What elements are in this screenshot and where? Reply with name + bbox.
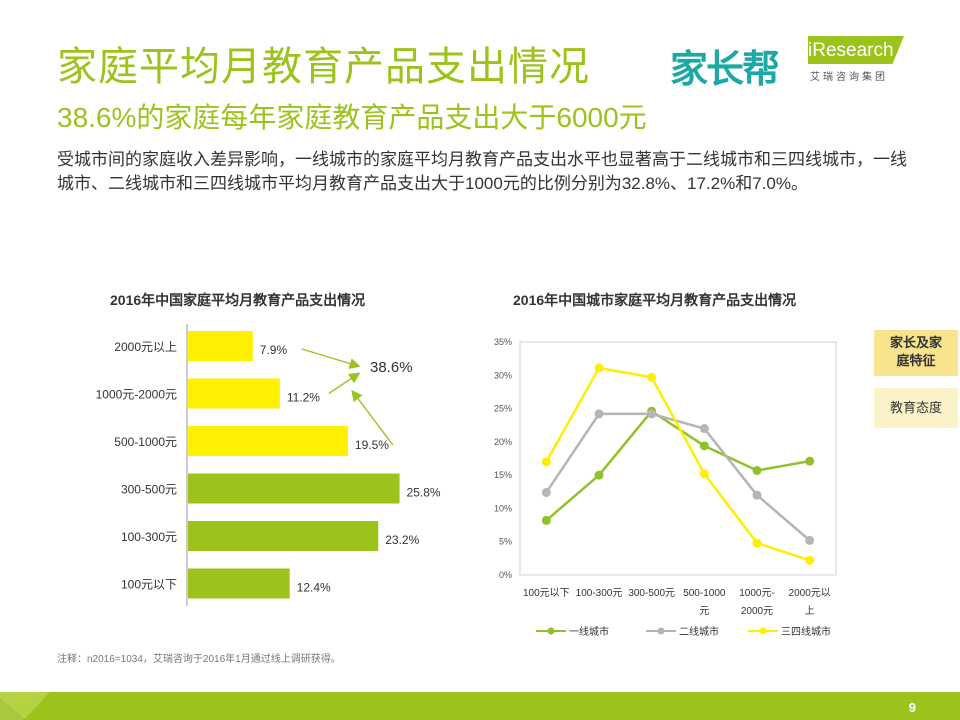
bar-value-label: 11.2% bbox=[287, 391, 320, 405]
legend-label-1: 二线城市 bbox=[679, 625, 719, 638]
iresearch-logo-band bbox=[808, 36, 904, 64]
x-tick-label: 上 bbox=[805, 605, 815, 617]
bar-0 bbox=[188, 331, 253, 361]
line-chart-title: 2016年中国城市家庭平均月教育产品支出情况 bbox=[513, 292, 797, 308]
annotation-arrow-1 bbox=[301, 348, 361, 369]
series-point-0 bbox=[805, 456, 815, 466]
y-tick-label: 0% bbox=[499, 570, 512, 580]
annotation-arrow-2 bbox=[328, 372, 361, 395]
bar-annotation: 38.6% bbox=[370, 359, 413, 376]
y-tick-label: 35% bbox=[494, 337, 512, 347]
side-tab-education-attitude[interactable]: 教育态度 bbox=[874, 388, 958, 428]
series-point-2 bbox=[594, 363, 604, 373]
x-tick-label: 300-500元 bbox=[628, 588, 675, 599]
series-point-2 bbox=[699, 469, 709, 479]
x-tick-label: 2000元 bbox=[741, 606, 773, 617]
series-point-2 bbox=[752, 538, 762, 548]
x-tick-label: 元 bbox=[699, 606, 709, 617]
legend-marker-1 bbox=[657, 627, 665, 635]
x-tick-label: 2000元以 bbox=[789, 588, 831, 599]
y-tick-label: 10% bbox=[494, 503, 512, 513]
side-tab-parent-family-line2: 庭特征 bbox=[896, 353, 936, 368]
series-point-0 bbox=[699, 441, 709, 451]
bar-3 bbox=[188, 473, 400, 504]
page-number: 9 bbox=[908, 700, 916, 715]
series-point-1 bbox=[805, 535, 815, 545]
iresearch-logo-cn: 艾瑞咨询集团 bbox=[810, 72, 888, 83]
bar-category-label: 300-500元 bbox=[121, 483, 177, 497]
series-point-0 bbox=[541, 515, 551, 525]
page-title: 家庭平均月教育产品支出情况 bbox=[57, 45, 590, 89]
bar-value-label: 7.9% bbox=[260, 343, 288, 357]
bar-4 bbox=[188, 521, 379, 551]
series-point-2 bbox=[805, 555, 815, 565]
y-tick-label: 5% bbox=[499, 537, 512, 547]
bar-category-label: 1000元-2000元 bbox=[96, 388, 177, 402]
series-point-2 bbox=[647, 372, 657, 382]
iresearch-logo-text: iResearch bbox=[808, 40, 894, 61]
bottom-bar bbox=[0, 692, 960, 720]
iresearch-logo: iResearch 艾瑞咨询集团 bbox=[808, 36, 904, 84]
series-point-0 bbox=[752, 465, 762, 475]
page-description: 受城市间的家庭收入差异影响，一线城市的家庭平均月教育产品支出水平也显著高于二线城… bbox=[57, 150, 907, 193]
series-point-1 bbox=[647, 409, 657, 419]
jiazhangbang-logo: 家长帮 bbox=[670, 49, 780, 91]
series-point-2 bbox=[541, 457, 551, 467]
bar-chart: 2000元以上 7.9% 1000元-2000元 11.2% 500-1000元 19.5… bbox=[96, 324, 441, 606]
x-tick-label: 100-300元 bbox=[576, 588, 623, 599]
bar-value-label: 19.5% bbox=[355, 438, 389, 452]
series-line-0 bbox=[545, 409, 810, 522]
bar-2 bbox=[188, 426, 348, 456]
side-tab-parent-family[interactable]: 家长及家 庭特征 bbox=[874, 330, 958, 376]
bar-category-label: 100元以下 bbox=[121, 578, 177, 592]
legend-label-2: 三四线城市 bbox=[781, 625, 831, 638]
bar-5 bbox=[188, 568, 290, 599]
series-line-1 bbox=[545, 412, 811, 542]
bar-category-label: 500-1000元 bbox=[114, 435, 177, 449]
series-line-2 bbox=[545, 366, 811, 562]
y-tick-label: 30% bbox=[494, 370, 512, 380]
x-tick-label: 1000元- bbox=[739, 588, 775, 599]
x-tick-label: 100元以下 bbox=[523, 588, 570, 599]
footnote: 注释：n2016=1034，艾瑞咨询于2016年1月通过线上调研获得。 bbox=[57, 654, 341, 665]
y-tick-label: 20% bbox=[494, 437, 512, 447]
bar-category-label: 100-300元 bbox=[121, 530, 177, 544]
line-plot-frame bbox=[519, 341, 837, 576]
legend-marker-0 bbox=[547, 627, 555, 635]
bar-value-label: 23.2% bbox=[385, 533, 419, 547]
legend-marker-2 bbox=[759, 627, 767, 635]
bar-1 bbox=[188, 378, 280, 409]
bar-value-label: 25.8% bbox=[407, 486, 441, 500]
page-subtitle: 38.6%的家庭每年家庭教育产品支出大于6000元 bbox=[57, 102, 647, 133]
annotation-arrow-3 bbox=[351, 389, 394, 446]
series-point-0 bbox=[594, 470, 604, 480]
x-tick-label: 500-1000 bbox=[683, 588, 726, 599]
series-point-1 bbox=[594, 409, 604, 419]
line-chart: 0% 5% 10% 15% 20% 25% 30% 35% 100元以下 100-300元 300-… bbox=[494, 337, 837, 638]
legend-label-0: 一线城市 bbox=[569, 625, 609, 638]
bar-value-label: 12.4% bbox=[297, 581, 331, 595]
series-point-1 bbox=[752, 490, 762, 500]
bar-category-label: 2000元以上 bbox=[114, 340, 177, 354]
series-point-1 bbox=[541, 487, 551, 497]
side-tab-parent-family-line1: 家长及家 bbox=[889, 335, 942, 350]
y-tick-label: 25% bbox=[494, 404, 512, 414]
series-point-1 bbox=[699, 424, 709, 434]
y-tick-label: 15% bbox=[494, 470, 512, 480]
bar-chart-title: 2016年中国家庭平均月教育产品支出情况 bbox=[110, 292, 366, 308]
